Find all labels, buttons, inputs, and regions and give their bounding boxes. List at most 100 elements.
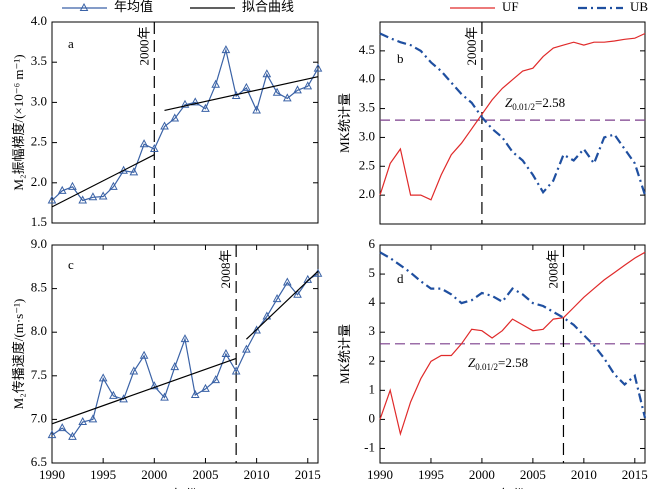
data-point <box>47 195 57 204</box>
event-label: 2000年 <box>464 26 479 65</box>
series-line <box>51 47 319 202</box>
series-line <box>51 357 237 425</box>
x-axis-label: 年份 <box>172 487 198 489</box>
data-point <box>201 383 210 392</box>
data-point <box>139 350 149 359</box>
x-tick-label: 2015 <box>295 467 321 482</box>
data-point <box>109 390 118 399</box>
data-point <box>190 389 200 398</box>
y-tick-label: 2 <box>369 352 376 367</box>
event-label: 2008年 <box>545 249 560 288</box>
data-point <box>190 97 200 106</box>
data-point <box>68 431 77 440</box>
data-point <box>242 344 251 353</box>
y-tick-label: 1.5 <box>31 214 47 229</box>
data-point <box>160 121 169 130</box>
y-tick-label: 4.0 <box>31 13 47 28</box>
series-line <box>379 251 646 437</box>
data-point <box>139 139 149 148</box>
data-point <box>149 143 159 153</box>
event-label: 2000年 <box>136 26 151 65</box>
legend-label: UB <box>630 0 648 14</box>
series-line <box>379 251 647 419</box>
data-point <box>293 289 302 298</box>
data-point <box>57 185 67 194</box>
data-point <box>211 79 221 88</box>
data-point <box>242 82 251 91</box>
annotation-part: 0.01/2 <box>512 102 535 112</box>
y-tick-label: 6.5 <box>31 454 47 469</box>
y-tick-label: 7.5 <box>31 367 47 382</box>
data-point <box>221 348 231 357</box>
x-tick-label: 2000 <box>469 467 495 482</box>
x-tick-label: 2010 <box>571 467 597 482</box>
plot-frame <box>51 244 319 464</box>
y-axis-label: M₂传播速度/(m·s⁻¹) <box>11 299 26 410</box>
y-tick-label: 4.0 <box>359 71 375 86</box>
data-point <box>180 99 190 108</box>
data-point <box>180 334 190 343</box>
plot-frame <box>51 21 319 224</box>
legend-marker <box>79 2 89 11</box>
data-point <box>98 191 108 200</box>
data-point <box>68 181 77 190</box>
y-axis-label: M₂振幅梯度/(×10⁻⁶ m⁻¹) <box>11 54 26 190</box>
legend-label: 年均值 <box>114 0 153 14</box>
data-point <box>78 195 88 204</box>
y-axis-label: MK统计量 <box>337 324 352 384</box>
y-tick-label: 3.0 <box>359 128 375 143</box>
y-tick-label: -1 <box>364 439 375 454</box>
y-tick-label: 2.0 <box>31 174 47 189</box>
panel-label: c <box>68 257 74 272</box>
annotation-part: =2.58 <box>535 95 565 110</box>
y-tick-label: 2.0 <box>359 186 375 201</box>
data-point <box>252 105 261 114</box>
x-tick-label: 2005 <box>192 467 218 482</box>
series-line <box>379 32 646 201</box>
data-point <box>272 294 282 303</box>
data-point <box>57 423 67 432</box>
x-tick-label: 2015 <box>622 467 648 482</box>
panel-label: d <box>397 271 404 286</box>
y-tick-label: 3.5 <box>359 100 375 115</box>
legend-label: UF <box>502 0 519 14</box>
panel-label: b <box>397 51 404 66</box>
data-point <box>149 381 159 390</box>
data-point <box>170 113 180 122</box>
y-tick-label: 3 <box>369 323 376 338</box>
data-point <box>129 167 139 176</box>
series-line <box>51 154 155 208</box>
y-tick-label: 3.5 <box>31 53 47 68</box>
data-point <box>272 87 282 96</box>
annotation-part: Z <box>505 95 513 110</box>
x-tick-label: 1990 <box>367 467 393 482</box>
plot-frame <box>379 21 646 225</box>
series-line <box>51 273 319 438</box>
annotation-part: =2.58 <box>498 355 528 370</box>
y-tick-label: 8.5 <box>31 280 47 295</box>
data-point <box>160 392 169 401</box>
series-line <box>245 270 319 340</box>
y-tick-label: 3.0 <box>31 93 47 108</box>
y-tick-label: 6 <box>369 236 376 251</box>
y-tick-label: 4.5 <box>359 42 375 57</box>
x-axis-label: 年份 <box>499 487 525 489</box>
plot-frame <box>379 244 646 464</box>
y-tick-label: 4 <box>369 294 376 309</box>
data-point <box>313 63 323 72</box>
y-tick-label: 1 <box>369 381 376 396</box>
data-point <box>129 366 139 375</box>
event-label: 2008年 <box>218 249 233 288</box>
data-point <box>211 375 221 384</box>
annotation-part: 0.01/2 <box>475 362 498 372</box>
annotation-part: Z <box>468 355 476 370</box>
x-tick-label: 1990 <box>39 467 65 482</box>
y-tick-label: 2.5 <box>359 157 375 172</box>
data-point <box>88 192 98 201</box>
y-tick-label: 8.0 <box>31 323 47 338</box>
data-point <box>221 45 231 54</box>
y-tick-label: 9.0 <box>31 236 47 251</box>
data-point <box>303 81 313 90</box>
series-line <box>164 76 319 111</box>
data-point <box>98 373 108 382</box>
